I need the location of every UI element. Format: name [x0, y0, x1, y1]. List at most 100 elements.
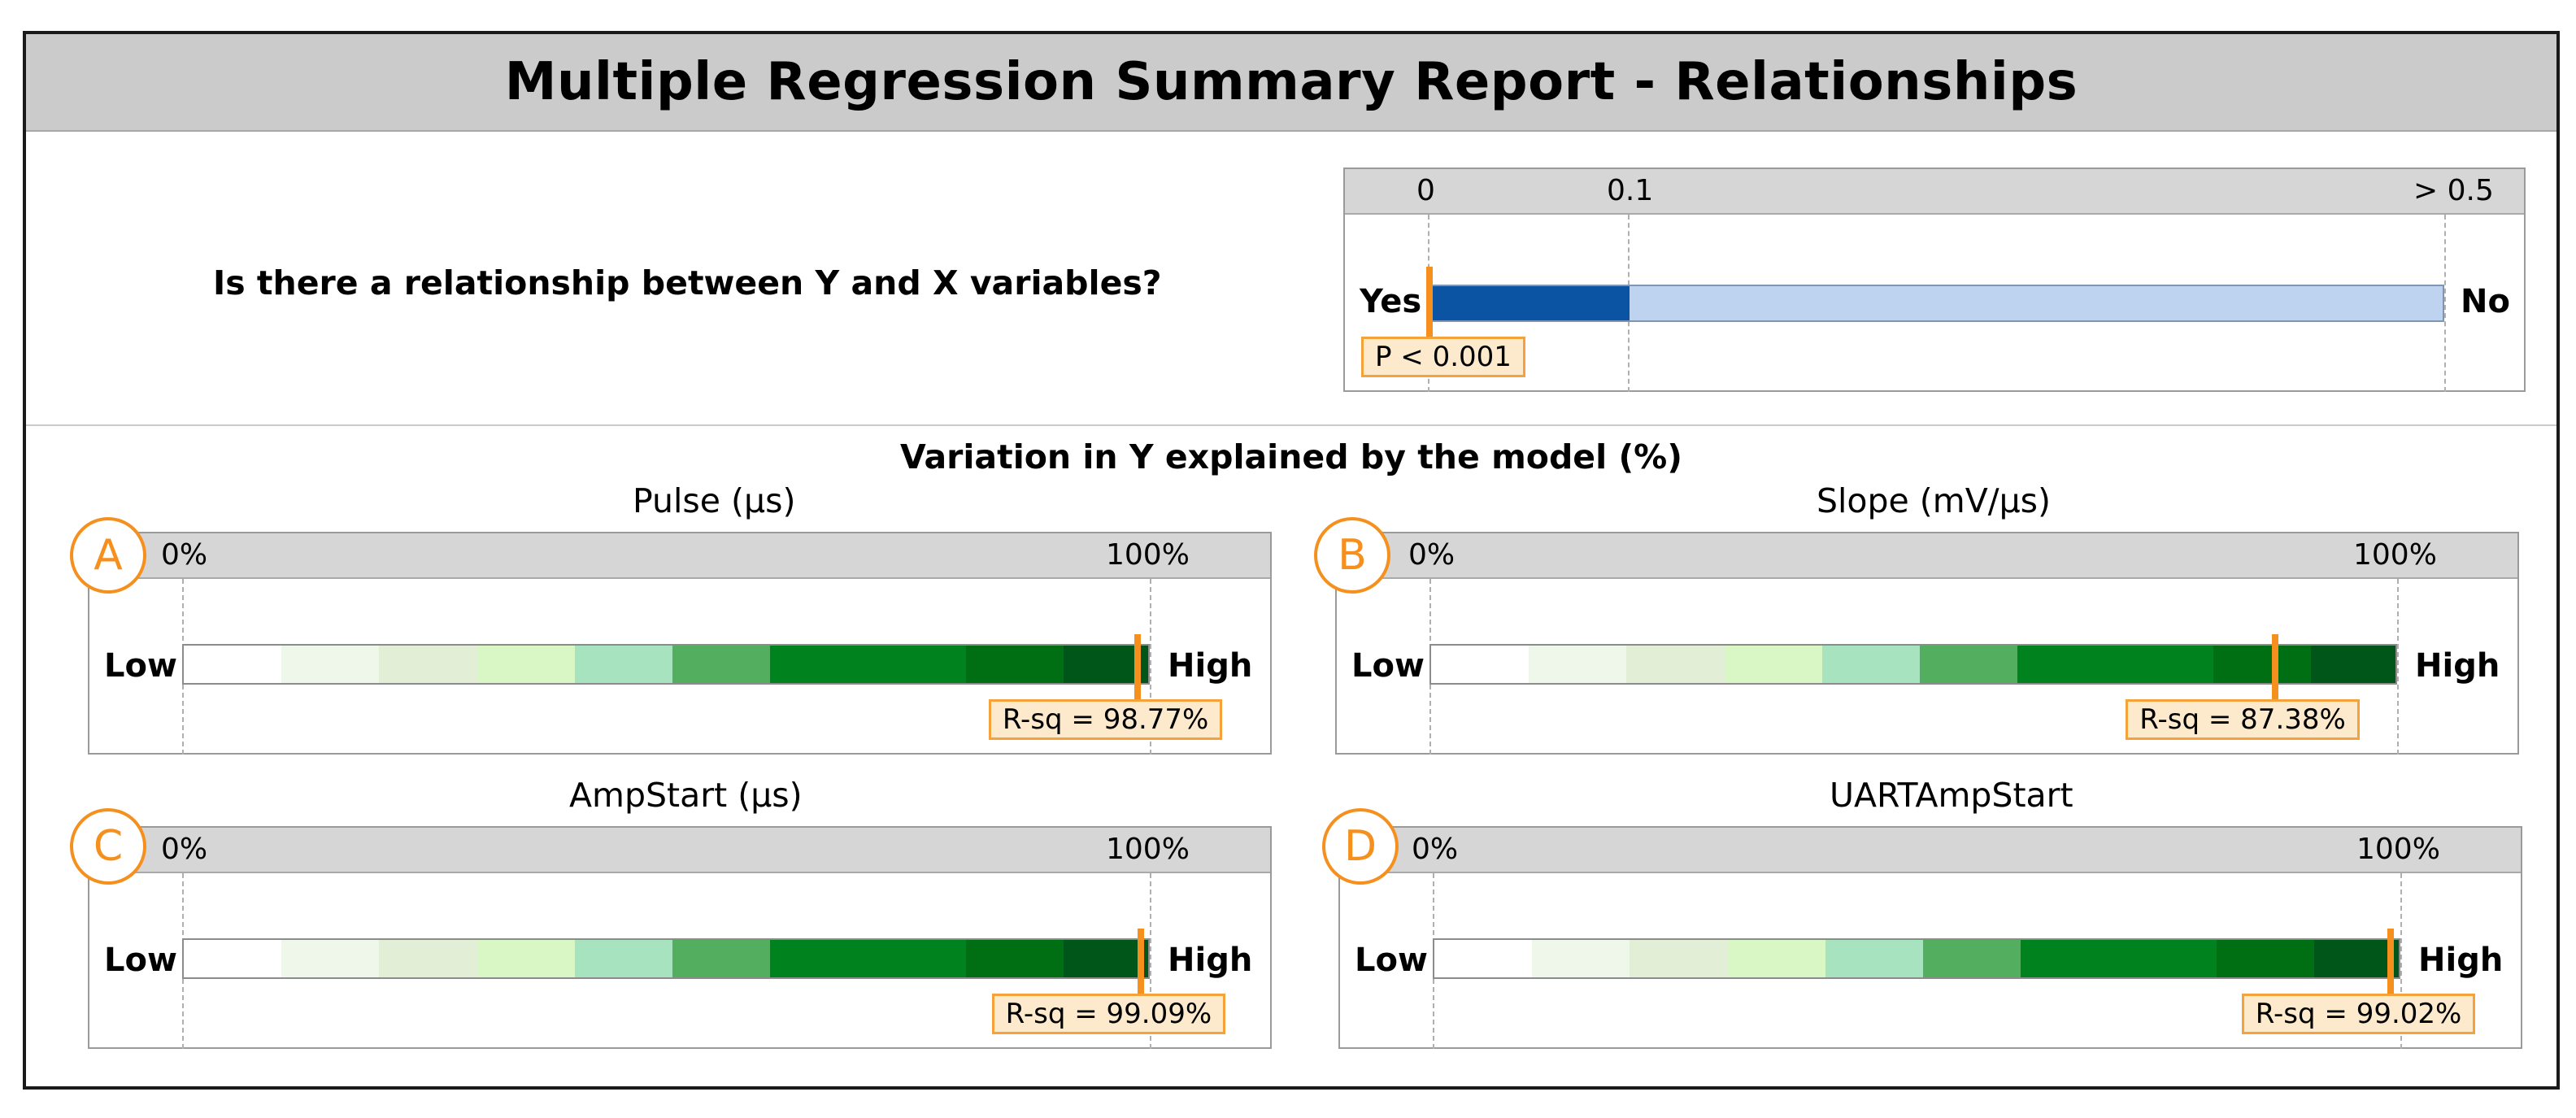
- axis-max-label: 100%: [1106, 833, 1190, 866]
- panel-label-d: D: [1322, 808, 1399, 885]
- section-divider: [26, 424, 2556, 426]
- gradient-segment: [770, 940, 967, 977]
- gridline-100pct: [1150, 579, 1151, 755]
- gradient-segment: [379, 646, 478, 683]
- rsq-badge: R-sq = 98.77%: [988, 699, 1223, 740]
- gradient-segment: [281, 940, 381, 977]
- rsq-marker: [2271, 634, 2278, 703]
- gradient-segment: [2313, 940, 2399, 977]
- p-value-panel: 0 0.1 > 0.5 Yes No P < 0.001: [1343, 167, 2526, 392]
- report-title: Multiple Regression Summary Report - Rel…: [504, 52, 2078, 112]
- axis-max-label: 100%: [2356, 833, 2440, 866]
- panel-title: Slope (mV/µs): [1817, 481, 2052, 520]
- gradient-segment: [672, 940, 772, 977]
- gradient-segment: [476, 646, 576, 683]
- gradient-segment: [1922, 940, 2022, 977]
- rsq-axis: 0% 100%: [89, 533, 1270, 579]
- gradient-segment: [672, 646, 772, 683]
- gradient-segment: [1532, 940, 1631, 977]
- gridline-100pct: [2400, 873, 2402, 1049]
- gradient-segment: [184, 646, 283, 683]
- rsq-axis: 0% 100%: [1337, 533, 2517, 579]
- gradient-segment: [1626, 646, 1725, 683]
- axis-min-label: 0%: [161, 538, 208, 572]
- gradient-segment: [281, 646, 381, 683]
- gridline-100pct: [2397, 579, 2399, 755]
- panel-label-c: C: [70, 808, 146, 885]
- rsq-marker: [2387, 929, 2395, 997]
- gradient-segment: [1529, 646, 1628, 683]
- gradient-segment: [1630, 940, 1729, 977]
- p-value-significant-fill: [1429, 286, 1630, 320]
- high-label: High: [2418, 942, 2504, 979]
- axis-min-label: 0%: [161, 833, 208, 866]
- p-tick-0-1: 0.1: [1607, 174, 1654, 207]
- no-label: No: [2461, 283, 2510, 320]
- gradient-segment: [1063, 940, 1148, 977]
- gradient-segment: [965, 646, 1064, 683]
- title-bar: Multiple Regression Summary Report - Rel…: [26, 34, 2556, 132]
- panel-label-b: B: [1314, 517, 1390, 594]
- gradient-segment: [2017, 646, 2214, 683]
- rsq-marker: [1134, 634, 1142, 703]
- rsq-badge: R-sq = 99.09%: [991, 994, 1226, 1034]
- gradient-segment: [1821, 646, 1921, 683]
- gradient-segment: [1919, 646, 2019, 683]
- gradient-segment: [1434, 940, 1534, 977]
- gradient-segment: [770, 646, 967, 683]
- rsq-gradient-track: [182, 938, 1150, 979]
- gradient-segment: [2021, 940, 2217, 977]
- yes-label: Yes: [1360, 283, 1422, 320]
- high-label: High: [1168, 647, 1253, 685]
- p-tick-0: 0: [1416, 174, 1435, 207]
- rsq-chart: 0% 100% Low High R-sq = 99.02%: [1338, 826, 2522, 1049]
- axis-min-label: 0%: [1412, 833, 1459, 866]
- gradient-segment: [379, 940, 478, 977]
- gridline-0-5: [2444, 215, 2446, 392]
- gradient-segment: [1063, 646, 1148, 683]
- p-tick-0-5: > 0.5: [2413, 174, 2494, 207]
- axis-max-label: 100%: [2353, 538, 2437, 572]
- p-value-badge: P < 0.001: [1361, 337, 1525, 377]
- rsq-gradient-track: [182, 644, 1150, 685]
- gradient-segment: [476, 940, 576, 977]
- rsq-axis: 0% 100%: [89, 828, 1270, 873]
- axis-max-label: 100%: [1106, 538, 1190, 572]
- rsq-chart: 0% 100% Low High R-sq = 99.09%: [88, 826, 1272, 1049]
- high-label: High: [2415, 647, 2500, 685]
- gradient-segment: [2310, 646, 2395, 683]
- panel-label-a: A: [70, 517, 146, 594]
- p-value-marker: [1426, 267, 1434, 338]
- report-frame: Multiple Regression Summary Report - Rel…: [23, 31, 2560, 1090]
- gradient-segment: [1825, 940, 1924, 977]
- rsq-chart: 0% 100% Low High R-sq = 87.38%: [1335, 532, 2519, 755]
- relationship-question: Is there a relationship between Y and X …: [213, 263, 1162, 302]
- low-label: Low: [1351, 647, 1425, 685]
- rsq-axis: 0% 100%: [1340, 828, 2521, 873]
- gradient-segment: [574, 940, 673, 977]
- low-label: Low: [1355, 942, 1428, 979]
- gradient-segment: [965, 940, 1064, 977]
- section-title: Variation in Y explained by the model (%…: [900, 437, 1682, 476]
- gradient-segment: [1724, 646, 1823, 683]
- panel-title: AmpStart (µs): [569, 776, 803, 815]
- high-label: High: [1168, 942, 1253, 979]
- gradient-segment: [574, 646, 673, 683]
- rsq-badge: R-sq = 99.02%: [2241, 994, 2476, 1034]
- gradient-segment: [2213, 646, 2312, 683]
- gridline-100pct: [1150, 873, 1151, 1049]
- panel-title: UARTAmpStart: [1830, 776, 2073, 815]
- rsq-chart: 0% 100% Low High R-sq = 98.77%: [88, 532, 1272, 755]
- low-label: Low: [104, 647, 177, 685]
- rsq-gradient-track: [1433, 938, 2400, 979]
- p-value-track: [1428, 285, 2444, 322]
- rsq-badge: R-sq = 87.38%: [2126, 699, 2360, 740]
- gradient-segment: [1727, 940, 1826, 977]
- low-label: Low: [104, 942, 177, 979]
- gradient-segment: [1431, 646, 1530, 683]
- axis-min-label: 0%: [1408, 538, 1456, 572]
- gradient-segment: [184, 940, 283, 977]
- rsq-marker: [1138, 929, 1145, 997]
- p-value-axis: 0 0.1 > 0.5: [1345, 169, 2524, 215]
- gradient-segment: [2216, 940, 2315, 977]
